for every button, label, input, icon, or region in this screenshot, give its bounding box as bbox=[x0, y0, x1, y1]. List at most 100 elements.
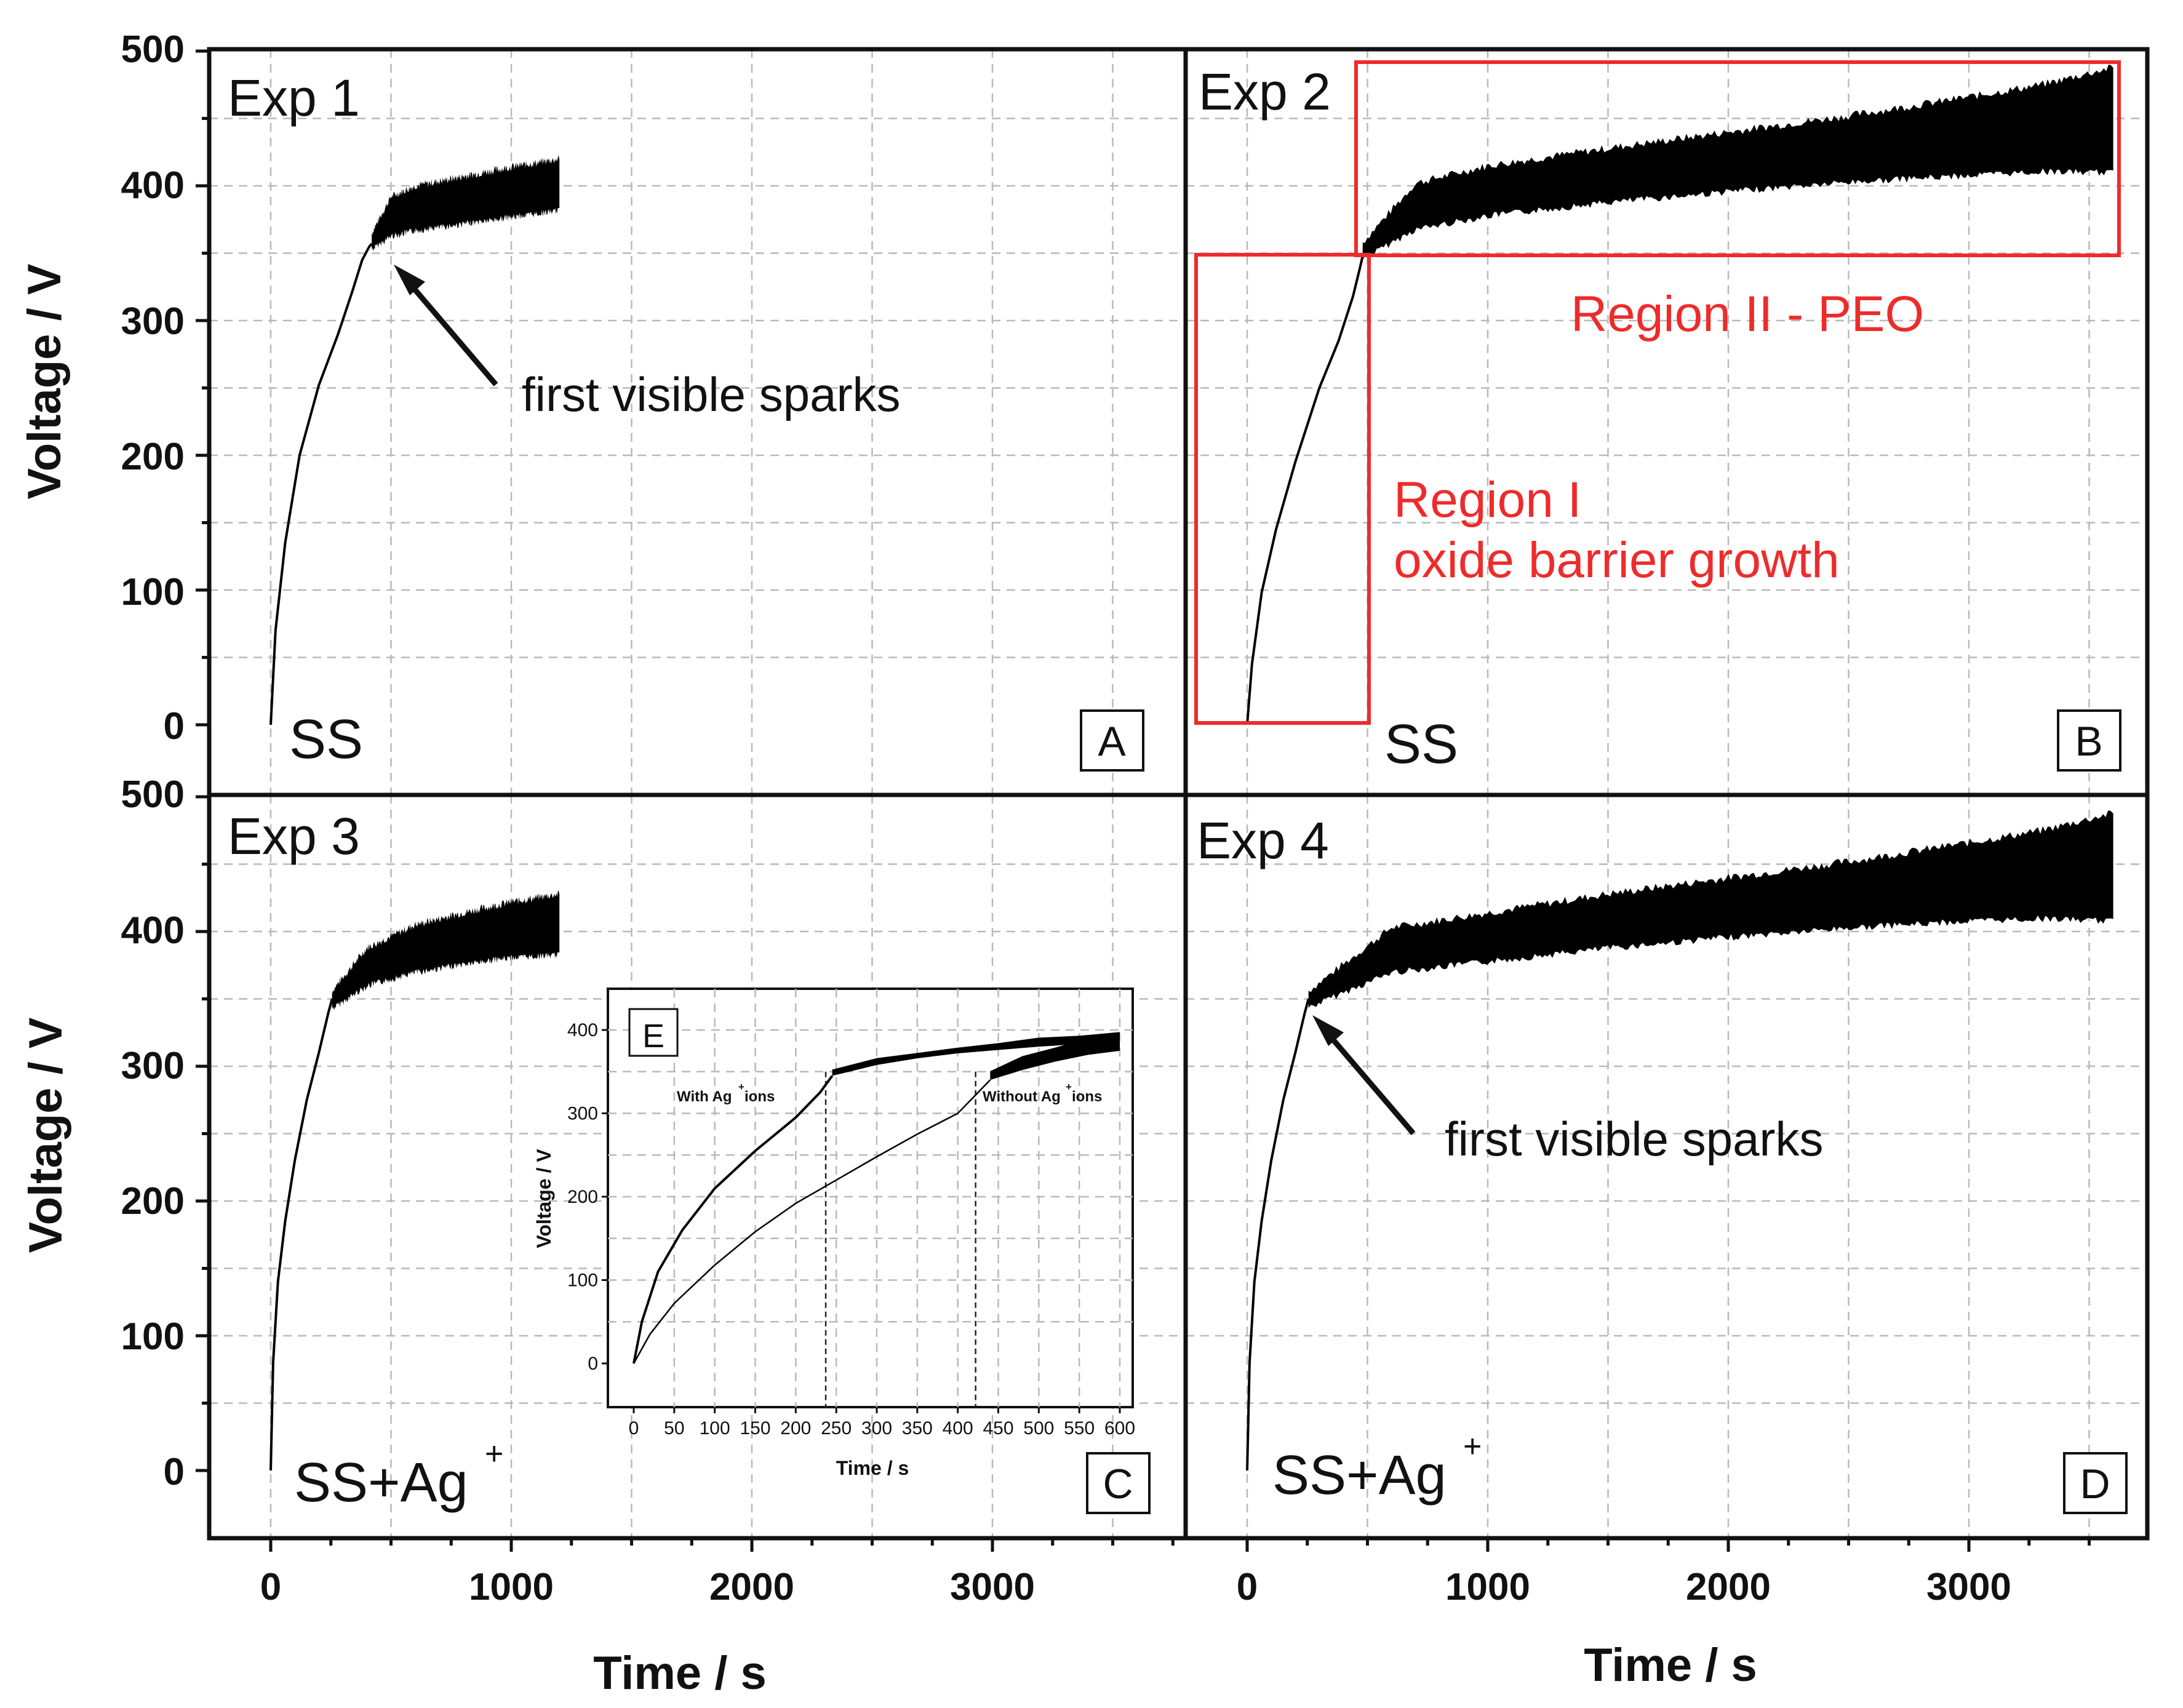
y-tick-label: 200 bbox=[121, 1180, 185, 1223]
panel-c-label: Exp 3 bbox=[228, 807, 360, 865]
x-tick-label: 1000 bbox=[1445, 1566, 1530, 1608]
sample-label-c: SS+Ag bbox=[294, 1452, 468, 1514]
x-axis-title-left: Time / s bbox=[593, 1647, 767, 1699]
inset-x-tick-label: 150 bbox=[740, 1418, 770, 1439]
inset-series-line bbox=[633, 1075, 834, 1364]
annotation-text-d: first visible sparks bbox=[1445, 1112, 1823, 1166]
inset-ticks bbox=[602, 1029, 1121, 1413]
sample-label-b: SS bbox=[1384, 714, 1458, 775]
sample-label-d-superscript: + bbox=[1463, 1429, 1482, 1464]
y-tick-label: 500 bbox=[121, 773, 185, 816]
panel-letter-box-d bbox=[2063, 1452, 2128, 1514]
series-band bbox=[372, 155, 560, 252]
y-tick-label: 200 bbox=[121, 436, 185, 478]
annotation-arrowhead-d bbox=[1312, 1015, 1344, 1046]
inset-x-tick-label: 0 bbox=[629, 1418, 639, 1439]
sample-label-a: SS bbox=[289, 709, 363, 770]
inset-note-without-suffix: ions bbox=[1072, 1088, 1102, 1105]
annotation-arrow-d bbox=[1319, 1024, 1416, 1135]
series-line bbox=[1246, 255, 1364, 725]
inset-x-tick-label: 550 bbox=[1064, 1418, 1095, 1439]
inset-x-tick-label: 450 bbox=[983, 1418, 1013, 1439]
annotation-text-a: first visible sparks bbox=[522, 367, 900, 421]
x-tick-label: 3000 bbox=[950, 1566, 1035, 1608]
x-tick-labels-left: 0 1000 2000 3000 bbox=[260, 1566, 1035, 1608]
inset-y-tick-label: 0 bbox=[588, 1354, 598, 1374]
y-tick-label: 300 bbox=[121, 1045, 185, 1087]
inset-series-line bbox=[633, 1079, 991, 1364]
series-band bbox=[1362, 64, 2113, 260]
inset-e: E With Ag + ions Without Ag + ions Time … bbox=[533, 988, 1135, 1479]
panel-letter-b: B bbox=[2075, 718, 2102, 765]
inset-note-with: With Ag bbox=[677, 1088, 732, 1105]
x-tick-label: 1000 bbox=[469, 1566, 554, 1608]
inset-y-tick-label: 100 bbox=[567, 1271, 598, 1291]
y-tick-labels-top: 500 400 300 200 100 0 bbox=[121, 28, 185, 748]
series-line bbox=[1246, 998, 1310, 1471]
inset-series-band bbox=[990, 1032, 1120, 1080]
y-tick-label: 0 bbox=[164, 1451, 185, 1493]
region-ii-box bbox=[1354, 60, 2121, 257]
inset-grid bbox=[608, 989, 1133, 1407]
y-axis-title-top: Voltage / V bbox=[18, 263, 71, 499]
x-axis-title-right: Time / s bbox=[1584, 1639, 1757, 1691]
series-line bbox=[269, 242, 373, 725]
x-tick-label: 0 bbox=[260, 1566, 281, 1608]
inset-x-axis-title: Time / s bbox=[836, 1457, 909, 1479]
series-band bbox=[1308, 810, 2113, 1008]
panel-letter-box-a bbox=[1080, 709, 1144, 772]
inset-note-with-superscript: + bbox=[738, 1081, 744, 1093]
region-i-sublabel: oxide barrier growth bbox=[1394, 532, 1840, 588]
data-series bbox=[269, 64, 2113, 1471]
y-tick-label: 500 bbox=[121, 28, 185, 71]
inset-y-tick-label: 300 bbox=[567, 1104, 598, 1124]
series-band bbox=[332, 890, 560, 1010]
inset-y-tick-label: 400 bbox=[567, 1020, 598, 1040]
region-i-label: Region I bbox=[1394, 472, 1581, 528]
inset-note-without: Without Ag bbox=[983, 1088, 1061, 1105]
annotation-arrow-a bbox=[401, 274, 498, 386]
sample-label-c-superscript: + bbox=[485, 1436, 503, 1472]
panel-letter-d: D bbox=[2080, 1461, 2110, 1507]
y-tick-label: 0 bbox=[164, 705, 185, 748]
y-tick-labels-bottom: 500 400 300 200 100 0 bbox=[121, 773, 185, 1493]
panel-letter-c: C bbox=[1103, 1461, 1133, 1507]
inset-x-tick-label: 50 bbox=[664, 1418, 684, 1439]
panel-letter-box-c bbox=[1086, 1452, 1151, 1514]
y-axis-title-bottom: Voltage / V bbox=[20, 1017, 72, 1253]
inset-x-tick-label: 350 bbox=[902, 1418, 933, 1439]
inset-x-tick-label: 200 bbox=[780, 1418, 811, 1439]
inset-x-tick-label: 400 bbox=[943, 1418, 973, 1439]
panel-b-label: Exp 2 bbox=[1199, 63, 1331, 121]
panel-letter-box-b bbox=[2057, 709, 2121, 772]
panel-a-label: Exp 1 bbox=[228, 69, 360, 127]
y-tick-label: 100 bbox=[121, 1315, 185, 1358]
x-tick-label: 3000 bbox=[1926, 1566, 2011, 1608]
y-tick-label: 400 bbox=[121, 164, 185, 207]
inset-letter-box bbox=[628, 1008, 679, 1057]
x-tick-labels-right: 0 1000 2000 3000 bbox=[1237, 1566, 2011, 1608]
inset-x-tick-label: 100 bbox=[700, 1418, 730, 1439]
inset-series-band bbox=[832, 1032, 1120, 1076]
sample-label-d: SS+Ag bbox=[1272, 1445, 1447, 1506]
axis-ticks bbox=[196, 49, 2091, 1552]
inset-x-tick-label: 300 bbox=[861, 1418, 892, 1439]
inset-x-tick-label: 600 bbox=[1104, 1418, 1135, 1439]
inset-letter: E bbox=[642, 1018, 664, 1055]
inset-y-tick-label: 200 bbox=[567, 1187, 598, 1207]
y-tick-label: 100 bbox=[121, 571, 185, 613]
inset-note-without-superscript: + bbox=[1066, 1081, 1072, 1093]
panel-d-label: Exp 4 bbox=[1197, 812, 1329, 869]
y-tick-label: 300 bbox=[121, 300, 185, 343]
region-ii-label: Region II - PEO bbox=[1571, 286, 1924, 342]
panel-letter-a: A bbox=[1098, 718, 1126, 765]
inset-y-axis-title: Voltage / V bbox=[533, 1149, 555, 1248]
x-tick-label: 2000 bbox=[1686, 1566, 1771, 1608]
series-line bbox=[269, 998, 333, 1471]
annotation-arrowhead-a bbox=[394, 265, 425, 295]
inset-note-with-suffix: ions bbox=[744, 1088, 775, 1105]
y-tick-label: 400 bbox=[121, 909, 185, 952]
inset-data bbox=[633, 1032, 1120, 1407]
region-i-box bbox=[1194, 253, 1371, 725]
